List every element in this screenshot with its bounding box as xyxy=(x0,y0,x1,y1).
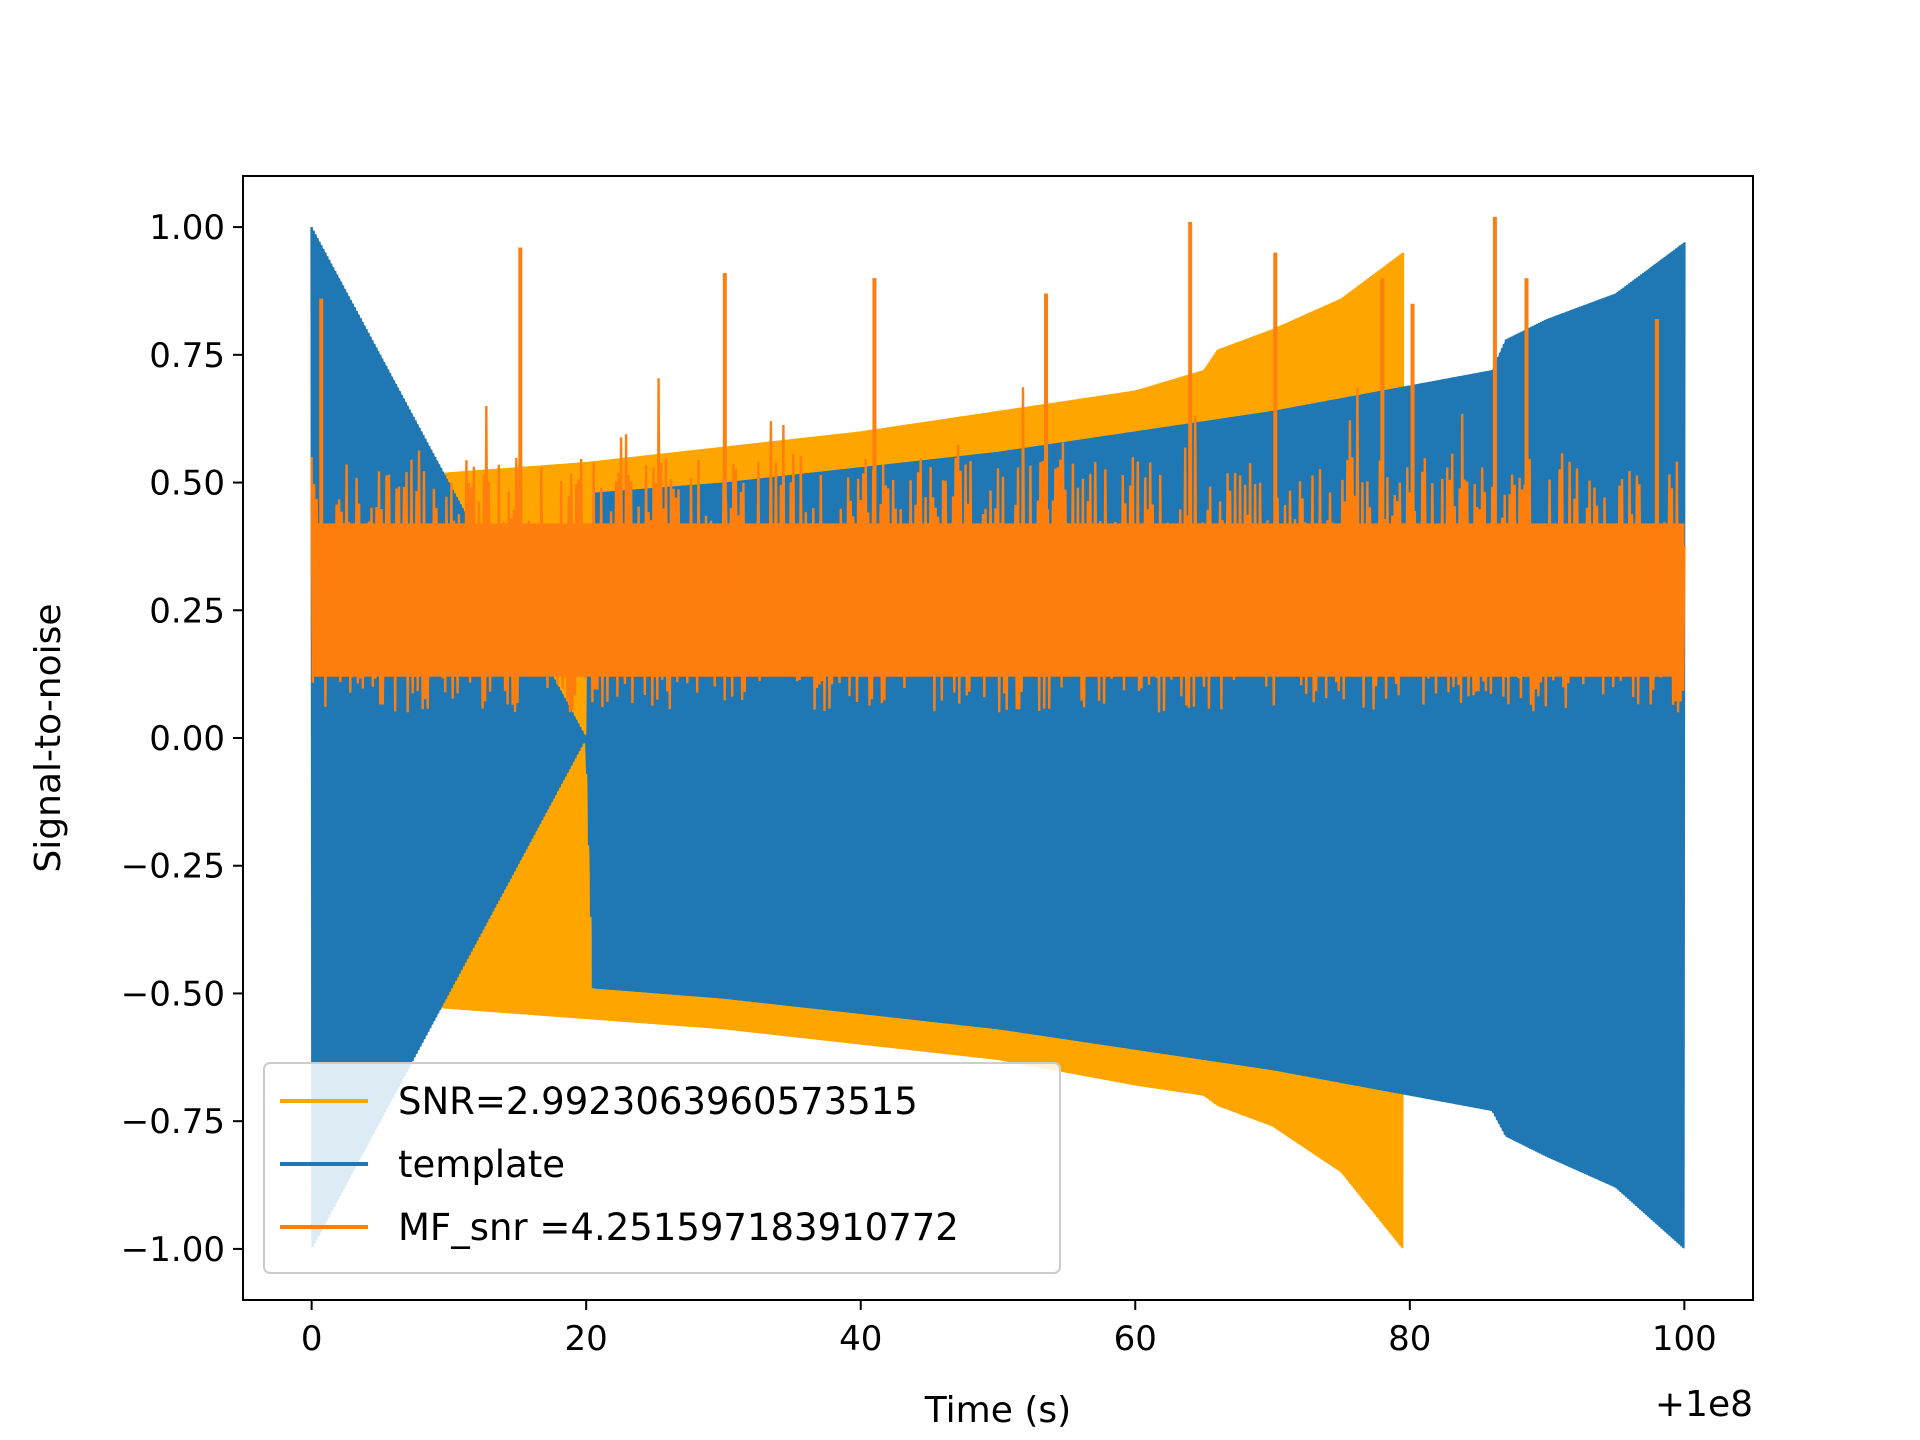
legend-entry: template xyxy=(280,1143,565,1186)
series-mf-snr xyxy=(310,216,1686,713)
y-tick-label: −0.25 xyxy=(121,847,225,887)
x-tick-label: 40 xyxy=(839,1319,882,1359)
y-axis-ticks: 1.00 0.75 0.50 0.25 0.00 −0.25 −0.50 −0.75 −1.00 xyxy=(121,208,243,1270)
x-axis-ticks: 0 20 40 60 80 100 xyxy=(301,1300,1717,1359)
y-tick-label: 0.00 xyxy=(149,719,225,759)
x-tick-label: 80 xyxy=(1388,1319,1431,1359)
legend-entry: MF_snr =4.251597183910772 xyxy=(280,1206,959,1249)
legend-label: SNR=2.9923063960573515 xyxy=(398,1080,918,1123)
x-tick-label: 100 xyxy=(1652,1319,1717,1359)
y-axis-label: Signal-to-noise xyxy=(28,603,69,872)
x-tick-label: 20 xyxy=(565,1319,608,1359)
y-tick-label: −0.75 xyxy=(121,1102,225,1142)
y-tick-label: −1.00 xyxy=(121,1230,225,1270)
y-tick-label: 0.50 xyxy=(149,464,225,504)
y-tick-label: 1.00 xyxy=(149,208,225,248)
series-band xyxy=(311,523,1685,677)
plot-area xyxy=(310,216,1686,1249)
x-axis-offset-label: +1e8 xyxy=(1655,1384,1753,1425)
legend-label: MF_snr =4.251597183910772 xyxy=(398,1206,959,1249)
y-tick-label: 0.25 xyxy=(149,591,225,631)
x-tick-label: 60 xyxy=(1114,1319,1157,1359)
legend-label: template xyxy=(398,1143,565,1186)
legend-box xyxy=(263,1062,1061,1274)
legend-entry: SNR=2.9923063960573515 xyxy=(280,1080,918,1123)
y-tick-label: 0.75 xyxy=(149,336,225,376)
x-tick-label: 0 xyxy=(301,1319,323,1359)
legend: SNR=2.9923063960573515 template MF_snr =4… xyxy=(263,1062,1061,1274)
x-axis-label: Time (s) xyxy=(924,1390,1071,1431)
y-tick-label: −0.50 xyxy=(121,974,225,1014)
